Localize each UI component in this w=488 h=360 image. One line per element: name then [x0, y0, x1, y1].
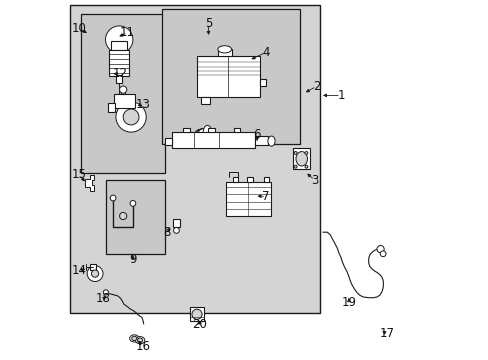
Bar	[225, 182, 270, 216]
Ellipse shape	[305, 165, 307, 168]
Ellipse shape	[218, 46, 231, 53]
Text: 18: 18	[96, 292, 111, 305]
Bar	[232, 177, 238, 182]
Bar	[263, 177, 268, 182]
Bar	[111, 41, 127, 50]
Bar	[70, 5, 320, 313]
Ellipse shape	[130, 201, 136, 206]
Text: 19: 19	[341, 296, 356, 309]
Bar	[292, 148, 310, 169]
Bar	[121, 88, 125, 94]
Bar	[114, 94, 135, 108]
Bar	[208, 128, 215, 132]
Ellipse shape	[135, 337, 144, 344]
Ellipse shape	[137, 338, 142, 342]
Text: 13: 13	[135, 98, 150, 111]
Text: 2: 2	[312, 80, 320, 93]
Bar	[172, 132, 255, 148]
Ellipse shape	[116, 102, 146, 132]
Ellipse shape	[197, 129, 208, 138]
Ellipse shape	[105, 26, 133, 53]
Text: 20: 20	[192, 318, 206, 331]
Bar	[233, 128, 240, 132]
Bar	[116, 75, 122, 83]
Ellipse shape	[192, 309, 202, 319]
Ellipse shape	[173, 228, 179, 233]
Bar	[106, 180, 165, 254]
Bar	[218, 49, 231, 56]
Bar	[162, 9, 300, 144]
Ellipse shape	[203, 125, 211, 141]
Ellipse shape	[376, 246, 384, 253]
Ellipse shape	[294, 165, 296, 168]
Bar	[247, 177, 252, 182]
Text: 3: 3	[310, 174, 318, 186]
Text: 7: 7	[262, 190, 269, 203]
Ellipse shape	[295, 152, 307, 166]
Ellipse shape	[305, 152, 307, 154]
Bar	[107, 103, 115, 112]
Text: 11: 11	[120, 26, 135, 39]
Ellipse shape	[110, 195, 116, 201]
Ellipse shape	[294, 152, 296, 154]
Text: 12: 12	[113, 67, 127, 80]
Text: 9: 9	[129, 253, 136, 266]
Bar	[201, 97, 210, 104]
Ellipse shape	[196, 129, 209, 138]
Ellipse shape	[91, 270, 99, 277]
Ellipse shape	[103, 290, 108, 295]
Text: 4: 4	[262, 46, 269, 59]
Bar	[164, 138, 172, 145]
Text: 5: 5	[204, 17, 212, 30]
Text: 17: 17	[378, 327, 393, 340]
Bar	[189, 307, 204, 321]
Ellipse shape	[380, 251, 385, 257]
Text: 14: 14	[71, 264, 86, 277]
Ellipse shape	[195, 129, 211, 138]
Ellipse shape	[267, 136, 275, 146]
Text: 6: 6	[253, 129, 260, 141]
Bar	[197, 56, 260, 97]
Bar	[183, 128, 189, 132]
Ellipse shape	[87, 266, 103, 282]
Bar	[89, 264, 96, 270]
Ellipse shape	[132, 336, 137, 341]
Bar	[260, 79, 266, 86]
Text: 8: 8	[163, 226, 170, 239]
Text: 15: 15	[71, 168, 86, 181]
Bar	[173, 219, 179, 227]
Ellipse shape	[129, 335, 139, 342]
Polygon shape	[85, 175, 94, 191]
Ellipse shape	[198, 129, 207, 138]
Bar	[109, 50, 129, 76]
Ellipse shape	[120, 86, 126, 93]
Bar	[255, 136, 267, 145]
Text: 1: 1	[337, 89, 344, 102]
Text: 10: 10	[71, 22, 86, 35]
Text: 16: 16	[135, 340, 150, 353]
Ellipse shape	[123, 109, 139, 125]
Ellipse shape	[120, 212, 126, 220]
Bar	[81, 14, 165, 173]
